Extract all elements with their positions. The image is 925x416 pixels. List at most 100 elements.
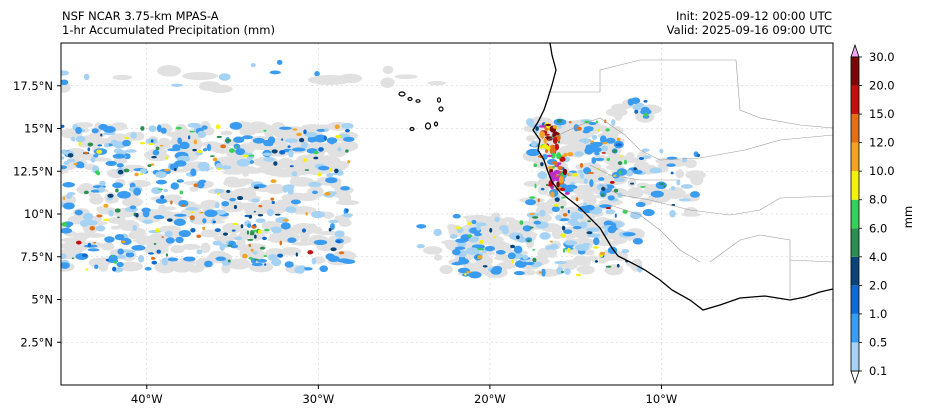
precip-cell <box>123 153 131 160</box>
precip-cell <box>540 162 544 167</box>
precip-cell <box>601 145 609 152</box>
precip-cell <box>291 171 298 177</box>
precip-cell <box>325 177 338 184</box>
precip-cell <box>576 126 582 131</box>
precip-cell <box>248 243 252 248</box>
precip-cell <box>125 149 137 153</box>
precip-cell <box>562 187 574 193</box>
map-axis-labels: 40°W 30°W 20°W 10°W 2.5°N 5°N 7.5°N 10°N 12.5°N 1… <box>13 79 677 406</box>
precip-cell <box>61 262 70 269</box>
precip-cell <box>93 154 99 158</box>
colorbar-swatch <box>851 85 859 115</box>
precip-cell <box>609 180 615 184</box>
precip-cell <box>575 197 579 202</box>
precip-cell <box>292 128 298 131</box>
precip-cell <box>263 254 268 258</box>
precip-cell <box>295 252 298 257</box>
precip-cell <box>302 158 308 162</box>
precip-cell <box>617 161 623 166</box>
precip-cell <box>532 249 536 251</box>
precip-cell <box>329 167 333 172</box>
precip-cell <box>104 236 115 243</box>
precip-cell <box>124 136 127 140</box>
precip-cell <box>446 223 457 230</box>
precip-cell <box>156 124 162 133</box>
precip-cell <box>290 199 301 205</box>
precip-cell <box>112 153 126 159</box>
precip-cell <box>306 223 318 233</box>
precip-cell <box>161 236 165 238</box>
precip-cell <box>559 156 566 162</box>
precip-cell <box>222 170 237 175</box>
precip-cell <box>621 248 630 254</box>
precip-cell <box>253 210 256 213</box>
precip-cell <box>93 241 96 244</box>
lon-tick-label: 10°W <box>646 392 678 406</box>
precip-cell <box>287 145 291 148</box>
precip-cell <box>171 83 183 87</box>
precip-cell <box>66 158 76 163</box>
precip-cell <box>257 229 262 234</box>
precip-cell <box>80 128 86 133</box>
precip-cell <box>111 255 115 257</box>
precip-cell <box>94 264 99 269</box>
precip-cell <box>592 246 599 249</box>
colorbar-swatch <box>851 342 859 371</box>
precip-cell <box>247 223 252 228</box>
precip-cell <box>439 264 453 275</box>
precip-cell <box>666 156 678 160</box>
precip-cell <box>605 209 616 215</box>
precip-cell <box>486 240 507 247</box>
precip-cell <box>187 135 191 140</box>
precip-cell <box>416 243 425 249</box>
precip-cell <box>552 125 557 129</box>
precip-cell <box>587 233 601 238</box>
precip-cell <box>125 252 135 258</box>
precip-cell <box>155 171 167 179</box>
precip-cell <box>216 135 222 139</box>
lon-tick-label: 30°W <box>302 392 334 406</box>
precip-cell <box>257 160 272 167</box>
precip-cell <box>416 224 427 229</box>
precip-cell <box>230 244 239 249</box>
precip-cell <box>189 211 195 214</box>
precip-cell <box>196 249 203 255</box>
precip-cell <box>61 165 67 170</box>
precip-cell <box>113 148 123 154</box>
precip-cell <box>212 240 222 246</box>
precip-cell <box>239 143 258 151</box>
precip-cell <box>102 125 116 133</box>
precip-cell <box>611 222 617 230</box>
precip-cell <box>227 258 251 270</box>
precip-cell <box>599 135 607 144</box>
precip-cell <box>240 224 244 229</box>
precip-cell <box>537 198 540 203</box>
precip-cell <box>229 197 237 202</box>
precip-cell <box>280 222 291 230</box>
colorbar-tick-label: 0.5 <box>869 335 887 349</box>
precip-cell <box>214 228 221 233</box>
precip-cell <box>560 196 566 199</box>
colorbar-unit-label: mm <box>901 206 915 228</box>
precip-cell <box>78 182 95 195</box>
precip-cell <box>559 187 566 192</box>
precip-cell <box>215 124 221 130</box>
precip-cell <box>537 171 548 180</box>
precip-cell <box>526 118 534 127</box>
precip-cell <box>75 126 82 135</box>
precip-cell <box>382 65 394 75</box>
precip-cell <box>587 171 595 175</box>
precip-cell <box>200 229 220 238</box>
precip-cell <box>273 161 278 166</box>
precip-cell <box>291 241 314 246</box>
precip-cell <box>541 268 546 277</box>
precip-cell <box>539 131 546 138</box>
coastline <box>532 43 833 311</box>
precip-cell <box>634 109 639 114</box>
precip-cell <box>248 256 253 260</box>
precip-cell <box>294 266 305 274</box>
precip-cell <box>427 81 447 86</box>
precip-cell <box>147 164 152 168</box>
precip-cell <box>165 237 175 244</box>
precip-cell <box>330 247 337 252</box>
